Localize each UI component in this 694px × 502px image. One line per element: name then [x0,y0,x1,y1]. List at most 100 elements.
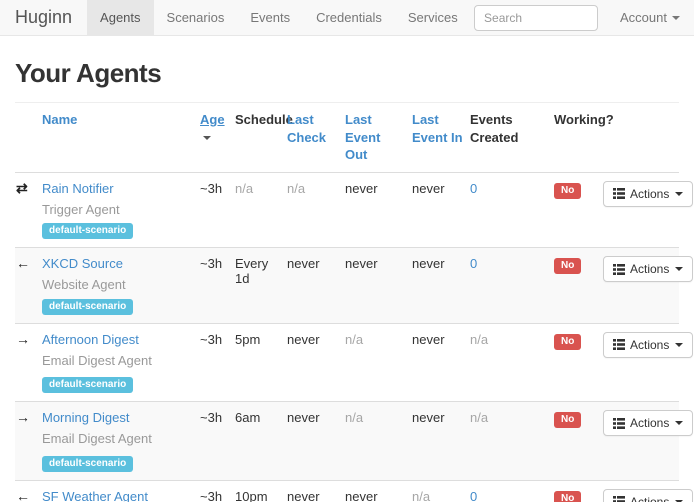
sort-desc-icon [203,135,211,140]
age-cell: ~3h [200,256,223,272]
last-check-cell: never [287,488,320,502]
working-status-badge: No [554,412,582,429]
arrow-right-icon: → [16,409,30,426]
scenario-badge[interactable]: default-scenario [42,223,134,240]
events-created-link[interactable]: 0 [470,180,478,196]
last-event-in-cell: never [412,180,445,196]
list-icon [613,188,625,200]
header-last-check[interactable]: Last Check [287,112,327,145]
last-event-out-cell: n/a [345,331,364,347]
swap-arrows-icon: ⇄ [16,179,28,196]
title-divider [15,102,679,103]
age-cell: ~3h [200,488,223,502]
working-status-badge: No [554,258,582,275]
events-created-link[interactable]: 0 [470,256,478,272]
agent-name-link[interactable]: Rain Notifier [42,180,114,196]
chevron-down-icon [675,499,684,502]
working-status-badge: No [554,490,582,502]
actions-label: Actions [630,262,670,277]
arrow-left-icon: ← [16,487,30,502]
agents-table: Name Age Schedule Last Check Last Event … [15,103,694,502]
last-event-out-cell: never [345,180,378,196]
agent-type-label: Email Digest Agent [42,431,152,447]
last-check-cell: never [287,256,320,272]
agent-type-label: Trigger Agent [42,201,120,217]
events-created-link[interactable]: 0 [470,488,478,502]
scenario-badge[interactable]: default-scenario [42,298,134,315]
nav-item-agents[interactable]: Agents [87,0,154,35]
list-icon [613,496,625,502]
actions-label: Actions [630,416,670,431]
table-row: ← XKCD Source Website Agent default-scen… [15,247,694,324]
schedule-cell: Every 1d [235,256,269,287]
age-cell: ~3h [200,331,223,347]
nav-item-credentials[interactable]: Credentials [316,10,382,25]
search-input[interactable] [474,4,599,31]
scenario-badge[interactable]: default-scenario [42,377,134,394]
page-title: Your Agents [15,58,162,88]
last-event-in-cell: never [412,410,445,426]
header-last-event-out[interactable]: Last Event Out [345,112,381,163]
schedule-cell: 6am [235,410,261,426]
schedule-cell: 5pm [235,331,261,347]
header-last-event-in[interactable]: Last Event In [412,112,463,145]
agent-name-link[interactable]: Afternoon Digest [42,331,139,347]
actions-button[interactable]: Actions [603,410,694,437]
chevron-down-icon [675,267,684,272]
account-menu[interactable]: Account [620,10,680,25]
working-status-badge: No [554,182,582,199]
last-event-out-cell: never [345,256,378,272]
actions-button[interactable]: Actions [603,488,694,502]
last-check-cell: n/a [287,180,306,196]
actions-label: Actions [630,186,670,201]
table-row: → Morning Digest Email Digest Agent defa… [15,401,694,481]
list-icon [613,339,625,351]
table-header-row: Name Age Schedule Last Check Last Event … [15,103,679,173]
actions-button[interactable]: Actions [603,180,694,207]
actions-label: Actions [630,337,670,352]
events-created-cell: n/a [470,331,489,347]
nav-item-services[interactable]: Services [407,10,458,25]
nav-item-scenarios[interactable]: Scenarios [166,10,225,25]
age-cell: ~3h [200,410,223,426]
actions-label: Actions [630,494,670,502]
chevron-down-icon [672,15,680,20]
table-row: ← SF Weather Agent Weather Agent default… [15,480,694,502]
last-event-out-cell: n/a [345,410,364,426]
header-events-created: Events Created [470,103,554,173]
brand-logo[interactable]: Huginn [15,7,73,27]
last-check-cell: never [287,331,320,347]
header-flow [15,103,42,173]
table-row: ⇄ Rain Notifier Trigger Agent default-sc… [15,172,694,248]
chevron-down-icon [675,421,684,426]
header-working: Working? [554,103,614,173]
last-event-out-cell: never [345,488,378,502]
arrow-right-icon: → [16,330,30,347]
main-nav: Agents Scenarios Events Credentials Serv… [87,0,471,35]
chevron-down-icon [675,191,684,196]
actions-button[interactable]: Actions [603,331,694,358]
last-event-in-cell: never [412,331,445,347]
agent-name-link[interactable]: SF Weather Agent [42,488,148,502]
last-event-in-cell: n/a [412,488,431,502]
list-icon [613,417,625,429]
top-navbar: Huginn Agents Scenarios Events Credentia… [0,0,694,36]
account-label: Account [620,10,667,25]
chevron-down-icon [675,342,684,347]
actions-button[interactable]: Actions [603,256,694,283]
agent-type-label: Website Agent [42,277,126,293]
header-age[interactable]: Age [200,112,225,127]
last-event-in-cell: never [412,256,445,272]
schedule-cell: 10pm [235,488,268,502]
working-status-badge: No [554,333,582,350]
nav-item-events[interactable]: Events [250,10,291,25]
schedule-cell: n/a [235,180,254,196]
agent-type-label: Email Digest Agent [42,352,152,368]
agent-name-link[interactable]: Morning Digest [42,410,130,426]
header-name[interactable]: Name [42,112,78,127]
agent-name-link[interactable]: XKCD Source [42,256,123,272]
scenario-badge[interactable]: default-scenario [42,455,134,472]
header-schedule: Schedule [235,103,293,173]
header-actions [603,103,679,173]
last-check-cell: never [287,410,320,426]
